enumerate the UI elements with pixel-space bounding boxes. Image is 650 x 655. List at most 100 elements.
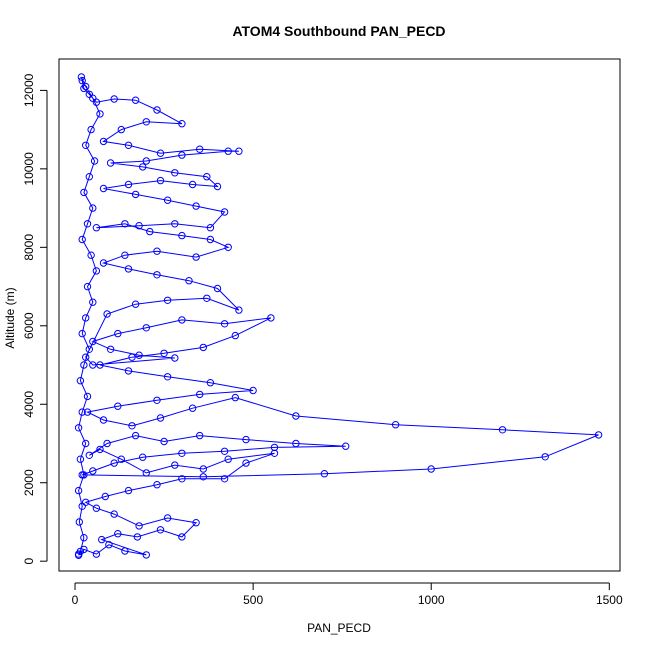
series-points <box>74 73 603 559</box>
data-point <box>74 486 83 495</box>
plot-frame <box>58 58 621 572</box>
data-point <box>85 173 94 181</box>
data-point <box>156 149 165 157</box>
data-point <box>178 151 186 159</box>
data-point <box>124 486 133 495</box>
data-point <box>106 345 115 353</box>
data-point <box>131 431 140 440</box>
data-point <box>146 227 154 236</box>
data-point <box>80 471 88 479</box>
data-point <box>89 467 97 475</box>
data-point <box>124 367 133 375</box>
data-point <box>242 435 250 444</box>
data-point <box>163 296 172 304</box>
data-point <box>114 402 122 410</box>
data-point <box>153 247 161 255</box>
data-point <box>163 196 172 204</box>
x-tick-label: 1000 <box>418 593 445 607</box>
data-point <box>99 137 108 146</box>
data-point <box>231 331 240 340</box>
data-point <box>80 545 88 554</box>
series-lines <box>78 76 599 556</box>
data-point <box>156 414 165 422</box>
data-point <box>74 550 83 558</box>
data-point <box>78 502 86 510</box>
y-tick-label: 12000 <box>22 73 36 107</box>
x-axis-label: PAN_PECD <box>307 621 371 635</box>
data-point <box>541 453 549 461</box>
data-point <box>83 392 92 401</box>
y-tick-label: 8000 <box>22 234 36 261</box>
data-point <box>92 224 101 232</box>
data-point <box>92 267 101 275</box>
data-point <box>203 294 211 302</box>
data-point <box>131 96 140 104</box>
data-point <box>135 351 143 359</box>
data-point <box>110 95 118 103</box>
data-point <box>101 492 110 501</box>
data-point <box>178 449 186 457</box>
data-point <box>192 202 200 210</box>
data-point <box>103 439 111 448</box>
y-axis-label: Altitude (m) <box>3 287 17 348</box>
data-point <box>153 396 161 404</box>
y-tick-label: 2000 <box>22 469 36 496</box>
data-point <box>82 353 90 361</box>
y-tick-label: 10000 <box>22 152 36 186</box>
data-point <box>235 306 243 314</box>
data-point <box>188 404 197 412</box>
data-point <box>103 310 111 318</box>
data-point <box>231 393 240 402</box>
data-point <box>131 300 140 308</box>
data-point <box>82 314 90 322</box>
data-point <box>78 76 86 85</box>
data-point <box>171 354 179 362</box>
data-point <box>87 125 95 134</box>
data-point <box>89 361 97 369</box>
data-point <box>171 220 179 228</box>
data-point <box>270 449 279 457</box>
data-point <box>121 220 129 228</box>
data-point <box>74 424 83 432</box>
data-point <box>188 180 197 189</box>
data-point <box>160 437 168 446</box>
data-point <box>124 265 133 273</box>
data-point <box>133 533 142 541</box>
data-point <box>163 373 172 381</box>
data-point <box>98 535 106 544</box>
data-point <box>206 379 215 387</box>
data-point <box>163 514 172 522</box>
data-point <box>192 519 200 527</box>
data-point <box>135 222 143 230</box>
data-point <box>196 390 204 399</box>
data-point <box>220 447 229 455</box>
data-point <box>110 510 118 518</box>
data-point <box>391 421 400 429</box>
data-point <box>76 377 85 385</box>
data-point <box>114 329 122 338</box>
data-point <box>77 73 86 81</box>
data-point <box>80 534 88 542</box>
data-point <box>242 459 250 467</box>
data-point <box>199 473 208 481</box>
data-point <box>142 157 151 165</box>
data-point <box>80 84 88 93</box>
data-point <box>82 439 90 448</box>
data-point <box>267 314 275 322</box>
data-point <box>99 259 108 267</box>
data-point <box>142 469 151 477</box>
data-point <box>235 147 243 155</box>
y-tick-label: 0 <box>22 558 36 565</box>
data-point <box>139 163 147 171</box>
data-point <box>78 235 86 244</box>
x-tick-label: 0 <box>72 593 79 607</box>
data-point <box>224 243 232 252</box>
data-point <box>110 459 118 467</box>
data-point <box>75 518 84 526</box>
x-tick-label: 1500 <box>596 593 623 607</box>
data-point <box>135 522 143 530</box>
data-point <box>78 408 86 416</box>
data-point <box>206 235 215 244</box>
data-point <box>153 271 161 279</box>
